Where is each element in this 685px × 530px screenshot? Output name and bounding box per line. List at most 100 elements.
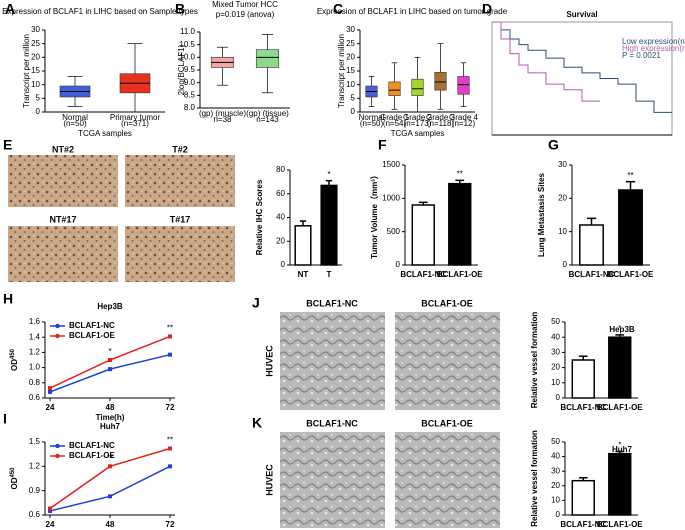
panel-label: E — [3, 137, 12, 153]
x-tick-label: 24 — [46, 520, 55, 529]
significance: * — [618, 324, 621, 333]
bar — [571, 359, 595, 399]
image-label: BCLAF1-OE — [421, 298, 473, 308]
chart-title: Hep3B — [609, 325, 635, 334]
legend-label: BCLAF1-NC — [69, 321, 115, 330]
huvec-image — [395, 432, 500, 528]
chart-title: Mixed Tumor HCC — [212, 0, 278, 9]
bar — [608, 336, 632, 399]
huvec-image — [280, 312, 385, 410]
box — [411, 78, 424, 96]
y-tick-label: 10 — [31, 80, 40, 89]
legend-label: High expression(n=73) — [622, 44, 685, 53]
y-tick-label: 0 — [396, 260, 401, 269]
y-tick-label: 30 — [346, 25, 355, 34]
x-tick-count: (n=118) — [427, 119, 455, 128]
y-tick-label: 15 — [31, 66, 40, 75]
y-tick-label: 50 — [551, 437, 560, 446]
point — [108, 358, 112, 362]
y-label-sup: 450 — [10, 348, 16, 359]
y-tick-label: 0 — [556, 393, 561, 402]
significance: ** — [167, 436, 173, 445]
significance: * — [108, 347, 111, 356]
y-tick-label: 0 — [556, 510, 561, 519]
image-label: T#2 — [172, 144, 188, 154]
bar — [294, 225, 312, 266]
plot-frame — [491, 21, 673, 136]
x-tick-label: BCLAF1-OE — [608, 270, 654, 279]
significance: * — [618, 441, 621, 450]
y-tick-label: 0 — [563, 260, 568, 269]
x-tick-label: 72 — [166, 403, 175, 412]
x-tick-label: NT — [298, 270, 309, 279]
x-tick-count: (n=50) — [360, 119, 384, 128]
y-tick-label: 80 — [276, 165, 285, 174]
chart-subtitle: p=0.019 (anova) — [216, 10, 275, 19]
bar — [608, 452, 632, 516]
bar — [571, 479, 595, 516]
y-tick-label: 9.0 — [184, 78, 196, 87]
significance: * — [327, 170, 330, 179]
x-tick-label: 48 — [106, 520, 115, 529]
image-label: BCLAF1-NC — [306, 418, 358, 428]
y-tick-label: 9.5 — [184, 65, 196, 74]
y-tick-label: 20 — [276, 236, 285, 245]
point — [108, 494, 112, 499]
chart: Huh70.60.91.21.5OD450Time(h)244872BCLAF1… — [10, 422, 175, 529]
chart-title: Survival — [566, 10, 597, 19]
y-axis-label: Tumor Volume（mm³） — [369, 171, 379, 259]
y-tick-label: 8.0 — [184, 103, 196, 112]
panel-label: D — [482, 1, 492, 17]
box — [388, 81, 401, 96]
y-tick-label: 11.0 — [180, 27, 196, 36]
y-tick-label: 20 — [346, 52, 355, 61]
y-axis-label: Lung Metastasis Sites — [537, 172, 546, 257]
chart: Huh7 0 10 20 30 40 50 Relative vessel formation… — [530, 430, 643, 529]
ihc-images: NT#2 T#2 NT#17 T#17 — [8, 144, 235, 282]
ihc-image — [125, 226, 235, 282]
ihc-image — [8, 155, 118, 207]
x-axis-label: TCGA samples — [391, 129, 445, 138]
y-tick-label: 1.0 — [29, 363, 41, 372]
image-label: NT#2 — [52, 144, 74, 154]
point — [168, 352, 172, 357]
y-axis-label: 2log(BCLAF1) — [177, 44, 186, 95]
y-axis-label: Transcript per million — [337, 34, 346, 108]
legend-marker — [55, 323, 60, 329]
x-tick-label: Normal — [62, 113, 88, 122]
x-tick-label: 72 — [166, 520, 175, 529]
y-tick-label: 1.2 — [29, 461, 41, 470]
point — [48, 508, 52, 513]
y-tick-label: 0 — [36, 107, 41, 116]
y-tick-label: 60 — [276, 189, 285, 198]
y-tick-label: 25 — [31, 39, 40, 48]
y-tick-label: 0 — [351, 107, 356, 116]
x-tick-label: BCLAF1-OE — [597, 520, 643, 529]
y-axis-label: Relative vessel formation — [530, 430, 539, 527]
x-tick-count: n=38 — [213, 115, 232, 124]
x-tick-label: Normal — [359, 113, 385, 122]
chart: Survival Low expression(n=200)High expres… — [491, 10, 685, 136]
point — [48, 389, 52, 394]
x-tick-label: BCLAF1-NC — [400, 270, 446, 279]
panel-label: A — [5, 1, 15, 17]
y-tick-label: 25 — [346, 39, 355, 48]
image-label: T#17 — [170, 214, 191, 224]
point — [48, 386, 52, 391]
x-tick-label: 24 — [46, 403, 55, 412]
y-label-sup: 450 — [10, 467, 16, 478]
significance: ** — [107, 453, 113, 462]
point — [108, 464, 112, 469]
x-tick-label: BCLAF1-OE — [437, 270, 483, 279]
y-tick-label: 5 — [36, 93, 41, 102]
chart: Hep3B 0.6 0.8 1.0 1.2 1.4 1.6 OD450 Time(h) 24 48 7… — [10, 302, 175, 422]
point — [48, 506, 52, 511]
panel-label: F — [378, 137, 387, 153]
chart: 0 20 40 60 80 Relative IHC Scores NT * T — [255, 165, 342, 279]
legend-label: BCLAF1-OE — [69, 331, 115, 340]
x-tick-label: BCLAF1-OE — [597, 403, 643, 412]
y-tick-label: 1000 — [382, 193, 400, 202]
y-tick-label: 10.0 — [179, 52, 195, 61]
y-tick-label: 30 — [558, 160, 567, 169]
